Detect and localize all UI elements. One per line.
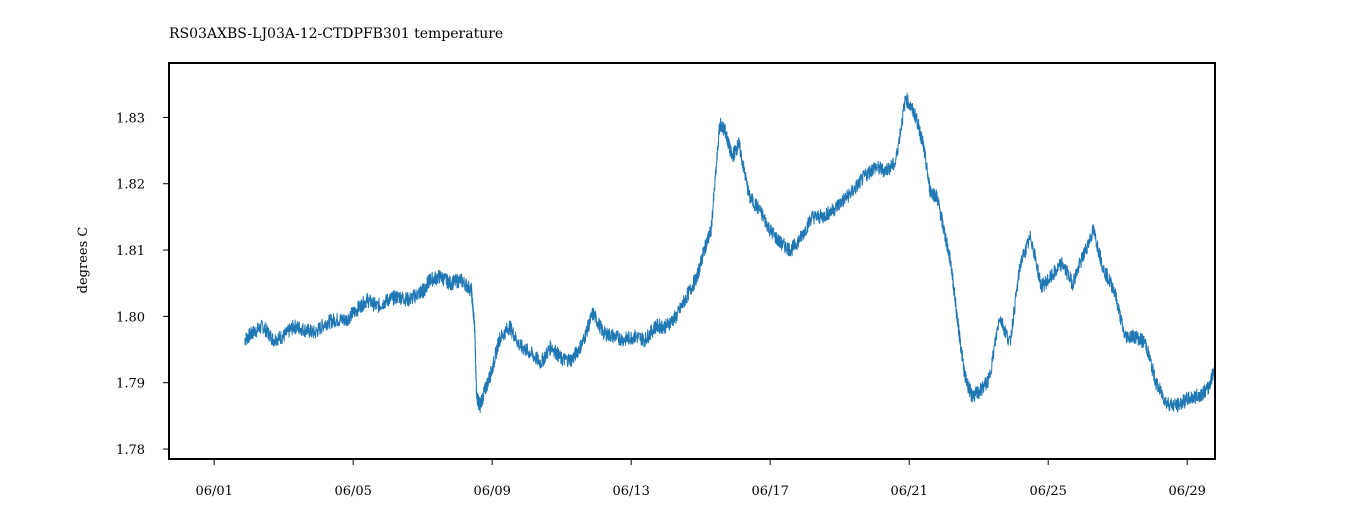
y-tick-label: 1.82 — [116, 178, 145, 193]
x-tick-label: 06/21 — [890, 484, 927, 499]
chart-title: RS03AXBS-LJ03A-12-CTDPFB301 temperature — [169, 26, 503, 42]
y-axis-label: degrees C — [76, 227, 91, 294]
plot-frame — [168, 62, 1216, 460]
x-tick-label: 06/17 — [751, 484, 788, 499]
x-tick-label: 06/29 — [1168, 484, 1205, 499]
x-tick-label: 06/13 — [612, 484, 649, 499]
y-tick-label: 1.83 — [116, 111, 145, 126]
x-tick-label: 06/09 — [473, 484, 510, 499]
temperature-series-line — [244, 92, 1216, 414]
y-tick-label: 1.78 — [116, 443, 145, 458]
series-layer — [244, 92, 1216, 414]
x-tick-label: 06/01 — [195, 484, 232, 499]
x-tick-label: 06/25 — [1029, 484, 1066, 499]
y-tick-label: 1.79 — [116, 377, 145, 392]
y-tick-label: 1.80 — [116, 310, 145, 325]
y-tick-label: 1.81 — [116, 244, 145, 259]
x-tick-label: 06/05 — [334, 484, 371, 499]
tick-layer: 06/01 06/05 06/09 06/13 06/17 06/21 06/25 06/29… — [116, 111, 1206, 499]
